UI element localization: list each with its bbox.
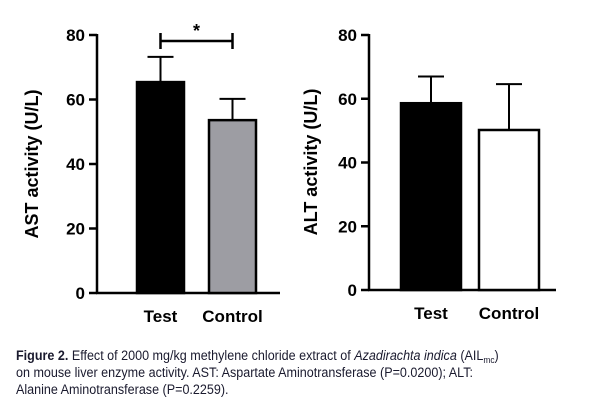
y-axis-title: AST activity (U/L)	[22, 89, 42, 238]
caption-figure-label: Figure 2.	[16, 348, 69, 363]
y-tick-label: 80	[338, 26, 357, 45]
y-tick-label: 20	[66, 220, 85, 239]
bar-control	[207, 118, 258, 295]
y-tick-label: 0	[76, 284, 85, 303]
category-label: Test	[144, 307, 178, 326]
y-axis-title: ALT activity (U/L)	[301, 89, 321, 236]
caption-line-2: on mouse liver enzyme activity. AST: Asp…	[16, 365, 473, 380]
caption-text-3: )	[494, 348, 499, 363]
y-tick-label: 60	[338, 90, 357, 109]
caption-subscript: mc	[483, 355, 495, 365]
y-tick-label: 80	[66, 26, 85, 45]
ast-chart: 0 20 40 60 80 AST activity (U/L) Test Control *	[22, 21, 280, 326]
category-label: Control	[202, 307, 262, 326]
caption-line-1: Figure 2. Effect of 2000 mg/kg methylene…	[16, 347, 541, 365]
significance-label: *	[193, 21, 200, 41]
caption-text-1: Effect of 2000 mg/kg methylene chloride …	[68, 348, 355, 363]
y-tick-label: 20	[338, 217, 357, 236]
figure-caption: Figure 2. Effect of 2000 mg/kg methylene…	[16, 347, 541, 398]
caption-text-2: (AIL	[456, 348, 484, 363]
y-tick-label: 0	[348, 281, 357, 300]
bar-test	[399, 101, 463, 292]
y-tick-label: 60	[66, 91, 85, 110]
caption-species: Azadirachta indica	[354, 348, 457, 363]
bar-test	[135, 80, 186, 295]
y-tick-label: 40	[66, 155, 85, 174]
y-tick-label: 40	[338, 154, 357, 173]
category-label: Control	[479, 304, 539, 323]
bar-control	[477, 128, 541, 292]
caption-line-3: Alanine Aminotransferase (P=0.2259).	[16, 382, 229, 397]
category-label: Test	[414, 304, 448, 323]
alt-chart: 0 20 40 60 80 ALT activity (U/L) Test Control	[301, 26, 556, 323]
